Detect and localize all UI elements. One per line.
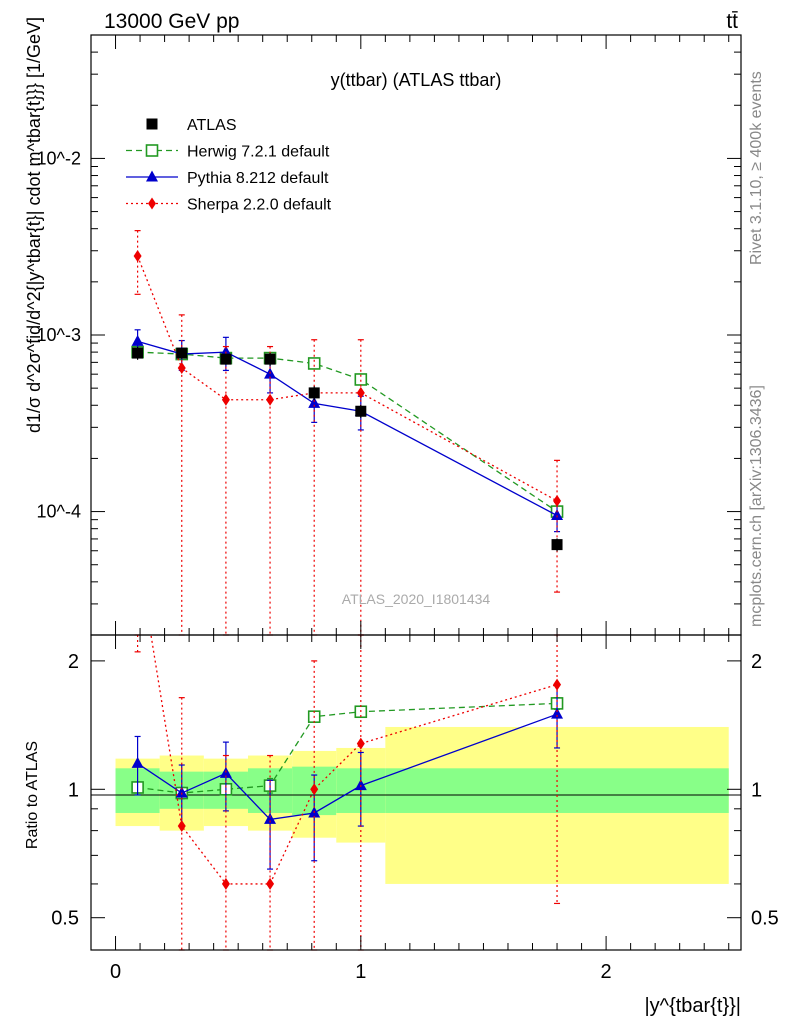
- atlas-point: [176, 347, 188, 359]
- pythia-point: [131, 334, 144, 346]
- chart-title: y(ttbar) (ATLAS ttbar): [331, 70, 502, 90]
- legend: ATLAS Herwig 7.2.1 default Pythia 8.212 de…: [126, 117, 332, 214]
- pythia-ratio-point: [175, 786, 188, 798]
- legend-label-atlas: ATLAS: [187, 117, 237, 134]
- sherpa-ratio-point: [553, 678, 562, 691]
- y-axis-label: d1/σ d^2σ^fid/d^2{|y^tbar{t}| cdot m^tba…: [24, 17, 44, 433]
- main-plot-ticks: 10^-4 10^-3 10^-2: [37, 34, 741, 636]
- energy-label: 13000 GeV pp: [104, 10, 239, 33]
- atlas-point: [132, 347, 144, 359]
- ratio-plot-frame: [90, 634, 742, 951]
- sherpa-point: [356, 386, 365, 399]
- atlas-point: [220, 353, 232, 365]
- legend-marker-sherpa: [148, 197, 156, 210]
- ratio-plot-panel: 0 1 2 0.5 0.5 1 1 2 2: [51, 634, 779, 983]
- sherpa-ratio-point: [266, 877, 275, 890]
- upper-data-layer: [132, 346, 563, 552]
- ratio-y-axis-label: Ratio to ATLAS: [24, 741, 41, 849]
- process-label: tt̄: [726, 10, 738, 33]
- sherpa-point: [553, 494, 562, 507]
- sherpa-point: [133, 250, 142, 263]
- legend-marker-atlas: [146, 118, 158, 130]
- pythia-point: [308, 396, 321, 408]
- ratio-plot-ticks: 0 1 2 0.5 0.5 1 1 2 2: [51, 635, 779, 983]
- sherpa-point: [266, 393, 275, 406]
- legend-label-herwig: Herwig 7.2.1 default: [187, 144, 330, 161]
- ratio-tick-label: 0.5: [51, 908, 79, 930]
- atlas-point: [355, 405, 367, 417]
- ratio-tick-label: 1: [751, 779, 762, 801]
- atlas-point: [264, 353, 276, 365]
- watermark: ATLAS_2020_I1801434: [342, 591, 491, 607]
- sherpa-point: [221, 393, 230, 406]
- legend-marker-pythia: [146, 170, 158, 182]
- legend-label-sherpa: Sherpa 2.2.0 default: [187, 197, 332, 214]
- x-axis-label: |y^{tbar{t}}|: [644, 995, 741, 1017]
- sherpa-ratio-point: [221, 877, 230, 890]
- x-tick-label: 2: [601, 961, 612, 983]
- pythia-ratio-point: [264, 812, 277, 824]
- y-tick-label: 10^-4: [37, 502, 81, 522]
- herwig-point: [307, 357, 321, 370]
- ratio-tick-label: 2: [68, 651, 79, 673]
- ratio-series-layer: [131, 634, 564, 951]
- main-plot-panel: 10^-4 10^-3 10^-2 y(ttbar) (ATLAS ttbar) A…: [37, 34, 742, 636]
- pythia-ratio-point: [354, 779, 367, 791]
- legend-marker-herwig: [145, 144, 159, 157]
- ratio-tick-label: 2: [751, 651, 762, 673]
- mcplots-label: mcplots.cern.ch [arXiv:1306.3436]: [748, 385, 765, 627]
- sherpa-ratio-point: [310, 783, 319, 796]
- x-tick-label: 1: [355, 961, 366, 983]
- sherpa-ratio-point: [356, 737, 365, 750]
- pythia-point: [551, 509, 564, 521]
- rivet-label: Rivet 3.1.10, ≥ 400k events: [748, 71, 765, 265]
- y-tick-label: 10^-2: [37, 148, 81, 168]
- x-tick-label: 0: [110, 961, 121, 983]
- atlas-point: [308, 387, 320, 399]
- legend-label-pythia: Pythia 8.212 default: [187, 170, 329, 187]
- y-tick-label: 10^-3: [37, 325, 81, 345]
- pythia-ratio-point: [551, 707, 564, 719]
- atlas-point: [551, 539, 563, 551]
- ratio-tick-label: 1: [68, 779, 79, 801]
- pythia-ratio-point: [131, 756, 144, 768]
- sherpa-point: [177, 362, 186, 375]
- ratio-tick-label: 0.5: [751, 908, 779, 930]
- sherpa-ratio-point: [177, 820, 186, 833]
